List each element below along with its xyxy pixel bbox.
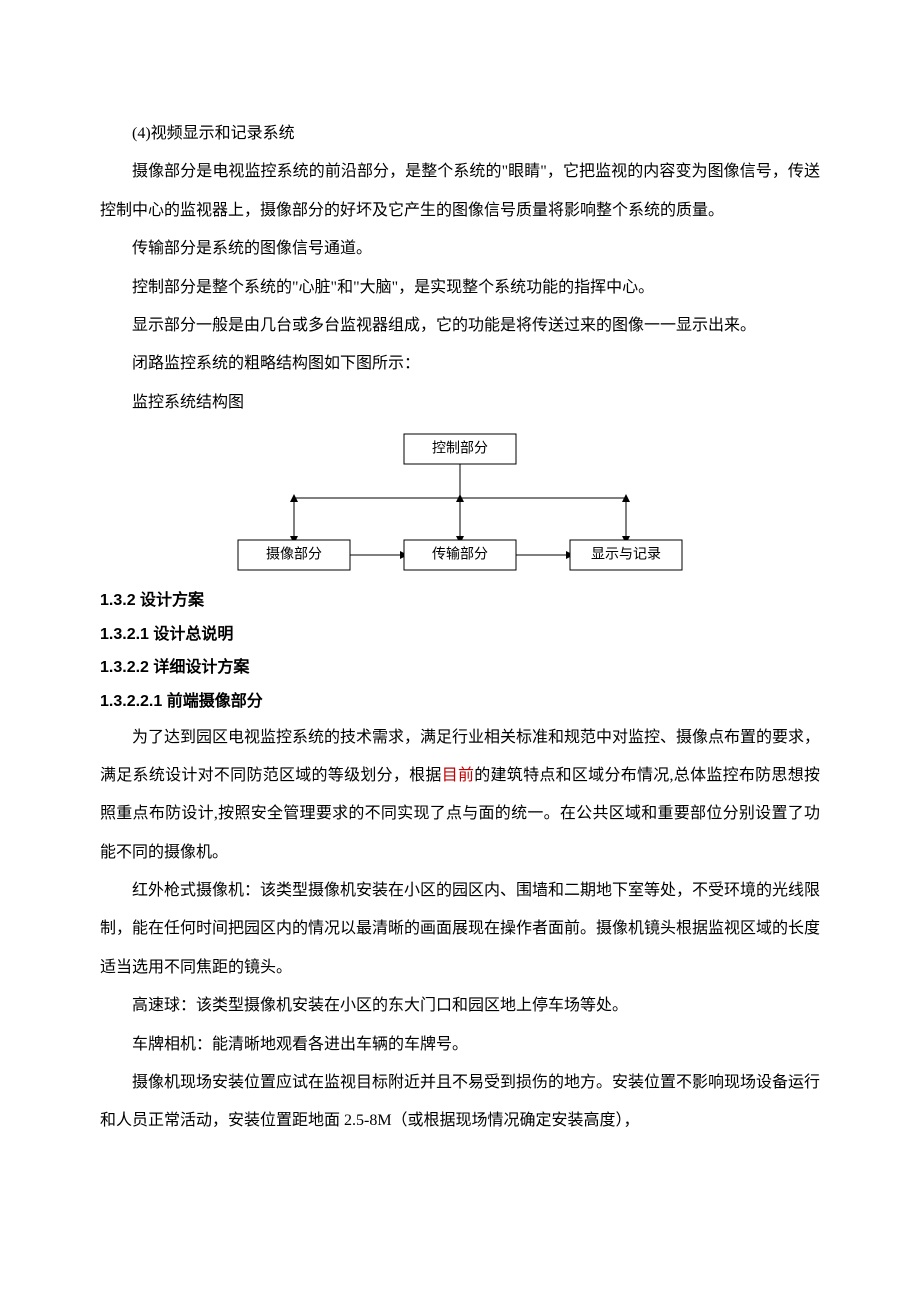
svg-text:传输部分: 传输部分 [432,547,488,563]
paragraph-diagram-intro: 闭路监控系统的粗略结构图如下图所示： [100,345,820,383]
heading-1-3-2: 1.3.2 设计方案 [100,584,820,618]
paragraph-b3: 高速球：该类型摄像机安装在小区的东大门口和园区地上停车场等处。 [100,987,820,1025]
paragraph-transmit-desc: 传输部分是系统的图像信号通道。 [100,230,820,268]
paragraph-camera-desc: 摄像部分是电视监控系统的前沿部分，是整个系统的"眼睛"，它把监视的内容变为图像信… [100,153,820,230]
flowchart-svg: 控制部分摄像部分 传输部分 显示与记录 [210,428,710,578]
paragraph-b1: 为了达到园区电视监控系统的技术需求，满足行业相关标准和规范中对监控、摄像点布置的… [100,719,820,873]
system-structure-diagram: 控制部分摄像部分 传输部分 显示与记录 [100,428,820,578]
paragraph-b2: 红外枪式摄像机：该类型摄像机安装在小区的园区内、围墙和二期地下室等处，不受环境的… [100,872,820,987]
highlight-current: 目前 [442,767,475,784]
paragraph-diagram-title: 监控系统结构图 [100,384,820,422]
document-page: (4)视频显示和记录系统 摄像部分是电视监控系统的前沿部分，是整个系统的"眼睛"… [0,0,920,1201]
paragraph-item-4: (4)视频显示和记录系统 [100,115,820,153]
svg-text:摄像部分: 摄像部分 [266,547,322,563]
heading-1-3-2-1: 1.3.2.1 设计总说明 [100,618,820,652]
svg-text:显示与记录: 显示与记录 [591,547,661,563]
paragraph-b4: 车牌相机：能清晰地观看各进出车辆的车牌号。 [100,1026,820,1064]
svg-text:控制部分: 控制部分 [432,441,488,457]
paragraph-display-desc: 显示部分一般是由几台或多台监视器组成，它的功能是将传送过来的图像一一显示出来。 [100,307,820,345]
paragraph-b5: 摄像机现场安装位置应试在监视目标附近并且不易受到损伤的地方。安装位置不影响现场设… [100,1064,820,1141]
heading-1-3-2-2: 1.3.2.2 详细设计方案 [100,651,820,685]
heading-1-3-2-2-1: 1.3.2.2.1 前端摄像部分 [100,685,820,719]
paragraph-control-desc: 控制部分是整个系统的"心脏"和"大脑"，是实现整个系统功能的指挥中心。 [100,269,820,307]
